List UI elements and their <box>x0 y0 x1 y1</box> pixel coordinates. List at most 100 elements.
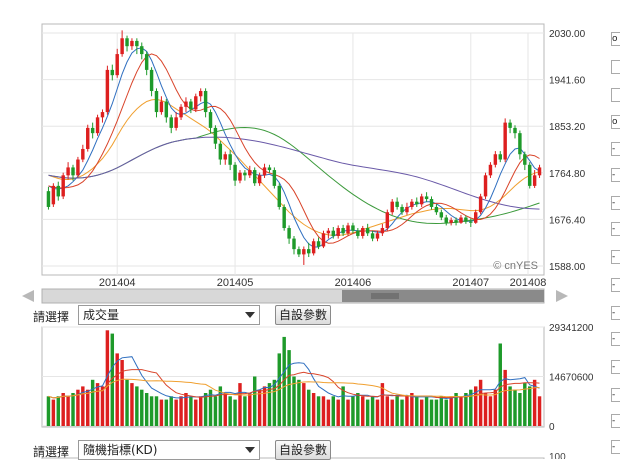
candle <box>184 97 188 113</box>
chevron-down-icon <box>245 447 255 453</box>
candle <box>287 225 291 244</box>
volume-bar <box>100 386 105 426</box>
volume-bars <box>46 330 542 426</box>
custom-params-button[interactable]: 自設參數 <box>275 440 331 460</box>
side-tool-button[interactable]: - <box>611 332 620 346</box>
candle <box>277 183 281 210</box>
volume-bar <box>105 330 110 426</box>
price-x-axis: 201404 201405 201406 201407 201408 <box>99 277 547 289</box>
volume-bar <box>469 389 473 426</box>
candle <box>218 141 223 165</box>
volume-bar <box>149 396 154 426</box>
candle <box>71 164 75 181</box>
side-tool-button[interactable]: - <box>611 250 620 264</box>
volume-bar <box>390 399 394 426</box>
candle <box>483 172 488 200</box>
volume-bar <box>287 350 291 426</box>
indicator-y-top: 100 <box>549 452 566 459</box>
volume-bar <box>331 396 336 426</box>
volume-bar <box>174 399 178 426</box>
volume-bar <box>405 396 409 426</box>
side-tool-button[interactable]: - <box>611 388 620 402</box>
volume-bar <box>110 333 115 426</box>
candle <box>51 183 56 207</box>
candle <box>395 197 399 210</box>
volume-bar <box>483 393 488 426</box>
volume-bar <box>380 383 385 426</box>
candle <box>76 156 80 178</box>
candle <box>203 88 208 118</box>
volume-y-axis: 29341200 14670600 0 <box>549 323 594 433</box>
price-tick-label: 1588.00 <box>549 262 586 273</box>
candle <box>135 38 139 55</box>
scroll-right-arrow[interactable] <box>556 290 568 302</box>
volume-bar <box>115 353 119 426</box>
side-tool-button[interactable] <box>611 88 620 102</box>
volume-bar <box>429 399 434 426</box>
candle <box>478 193 483 215</box>
volume-bar <box>361 396 365 426</box>
select-label: 請選擇 <box>33 445 70 459</box>
volume-bar <box>90 379 95 426</box>
candle <box>86 124 90 152</box>
volume-bar <box>434 399 439 426</box>
candle <box>370 230 375 242</box>
indicator-select-kd[interactable]: 隨機指標(KD) <box>78 440 260 460</box>
time-scrollbar[interactable] <box>22 288 568 304</box>
ma120-line <box>48 136 540 210</box>
candle <box>449 217 453 226</box>
indicator-select-volume[interactable]: 成交量 <box>78 305 260 325</box>
candle <box>46 186 51 210</box>
candle <box>125 35 129 52</box>
candle <box>95 114 100 136</box>
candle <box>100 109 105 123</box>
volume-bar <box>513 389 517 426</box>
side-tool-button[interactable]: - <box>611 306 620 320</box>
volume-bar <box>95 383 100 426</box>
candle <box>233 162 237 186</box>
candle <box>292 235 296 255</box>
candle <box>444 214 448 226</box>
select-value: 隨機指標(KD) <box>83 443 158 457</box>
volume-bar <box>508 386 512 426</box>
side-tool-button[interactable]: - <box>611 222 620 236</box>
candle <box>336 225 340 239</box>
volume-bar <box>375 399 380 426</box>
candle <box>297 246 301 258</box>
volume-ma20-line <box>48 378 540 399</box>
select-value: 成交量 <box>83 308 120 322</box>
side-tool-button[interactable]: - <box>611 196 620 210</box>
side-tool-button[interactable]: - <box>611 278 620 292</box>
side-tool-button[interactable]: - <box>611 414 620 428</box>
candle <box>213 125 218 149</box>
scroll-left-arrow[interactable] <box>22 290 34 302</box>
volume-bar <box>135 386 139 426</box>
candle <box>523 151 527 171</box>
volume-bar <box>189 396 193 426</box>
candle <box>488 162 493 178</box>
volume-bar <box>473 386 478 426</box>
volume-bar <box>61 393 65 426</box>
side-tool-button[interactable]: o <box>611 32 620 46</box>
volume-bar <box>415 396 419 426</box>
custom-params-button[interactable]: 自設參數 <box>275 305 331 325</box>
side-tool-button[interactable] <box>611 60 620 74</box>
side-tool-button[interactable]: - <box>611 142 620 156</box>
volume-bar <box>326 399 331 426</box>
candle <box>405 202 409 215</box>
volume-tick-label: 0 <box>549 422 555 433</box>
side-tool-button[interactable]: o <box>611 115 620 129</box>
volume-bar <box>71 393 75 426</box>
candle <box>528 162 532 189</box>
date-tick-label: 201406 <box>335 277 372 289</box>
candle <box>473 209 478 224</box>
side-tool-button[interactable]: - <box>611 440 620 454</box>
volume-bar <box>194 399 198 426</box>
candle <box>356 228 360 239</box>
date-tick-label: 201404 <box>99 277 136 289</box>
side-tool-button[interactable]: - <box>611 168 620 182</box>
candle <box>56 181 60 201</box>
side-tool-button[interactable]: - <box>611 360 620 374</box>
candle <box>272 167 277 189</box>
candle <box>81 144 85 163</box>
